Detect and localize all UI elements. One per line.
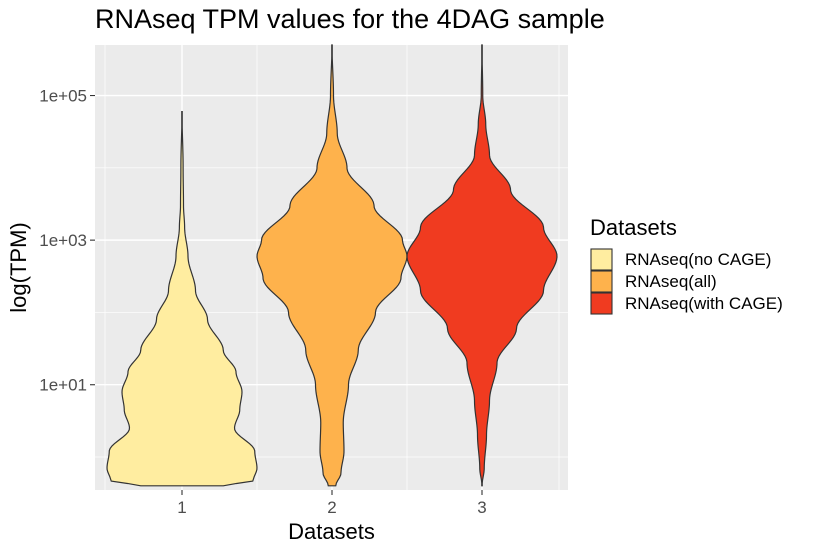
- y-axis: 1e+01 1e+03 1e+05: [39, 87, 95, 395]
- x-tick-label: 1: [177, 498, 186, 517]
- x-axis: 1 2 3: [177, 490, 487, 517]
- violins: [106, 44, 558, 487]
- legend-items: RNAseq(no CAGE) RNAseq(all) RNAseq(with CA…: [590, 248, 783, 315]
- chart-title: RNAseq TPM values for the 4DAG sample: [95, 4, 605, 34]
- y-tick-label: 1e+03: [39, 231, 87, 250]
- violin-3: [406, 44, 558, 487]
- y-tick-label: 1e+01: [39, 376, 87, 395]
- legend-swatch: [590, 270, 613, 293]
- x-tick-label: 2: [327, 498, 336, 517]
- legend-label: RNAseq(all): [625, 272, 717, 291]
- legend-swatch: [590, 292, 613, 315]
- x-tick-label: 3: [477, 498, 486, 517]
- y-tick-label: 1e+05: [39, 87, 87, 106]
- legend-title: Datasets: [590, 215, 677, 240]
- legend-label: RNAseq(with CAGE): [625, 294, 783, 313]
- x-axis-title: Datasets: [288, 519, 375, 544]
- violin-2: [256, 44, 408, 487]
- legend-swatch: [590, 248, 613, 271]
- violin-1: [106, 110, 258, 487]
- y-axis-title: log(TPM): [6, 222, 31, 312]
- legend: Datasets RNAseq(no CAGE)RNAseq(all)RNAse…: [590, 215, 783, 315]
- legend-label: RNAseq(no CAGE): [625, 250, 771, 269]
